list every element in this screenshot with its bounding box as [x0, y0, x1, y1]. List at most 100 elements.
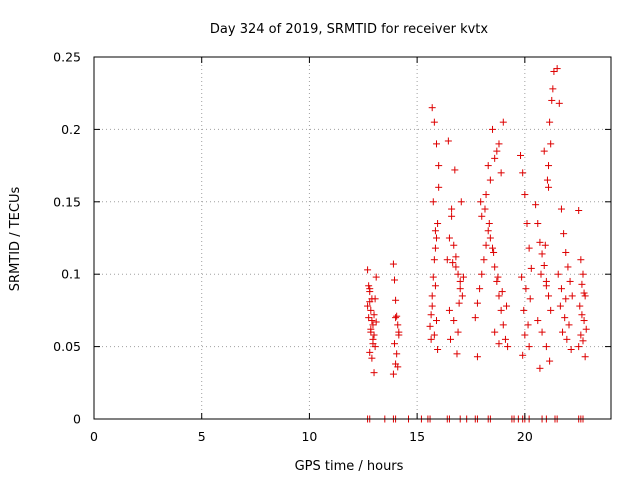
data-point [365, 282, 373, 290]
data-point [473, 353, 481, 361]
data-point [372, 318, 380, 326]
data-point [575, 206, 583, 214]
data-point [567, 345, 575, 353]
data-point [493, 277, 501, 285]
data-point [369, 321, 377, 329]
data-point [444, 137, 452, 145]
data-point [392, 296, 400, 304]
data-point [536, 238, 544, 246]
data-point [478, 270, 486, 278]
data-point [448, 212, 456, 220]
data-point [480, 256, 488, 264]
data-point [430, 118, 438, 126]
chart-title: Day 324 of 2019, SRMTID for receiver kvt… [210, 22, 488, 37]
data-point [477, 198, 485, 206]
data-point [557, 285, 565, 293]
data-point [429, 198, 437, 206]
data-point [434, 345, 442, 353]
y-tick-label: 0.15 [53, 194, 81, 209]
data-point [519, 351, 527, 359]
data-point [457, 198, 465, 206]
data-point [562, 248, 570, 256]
data-point [497, 169, 505, 177]
data-point [443, 256, 451, 264]
data-point [540, 262, 548, 270]
data-point [523, 220, 531, 228]
data-point [549, 85, 557, 93]
data-point [484, 227, 492, 235]
data-point [428, 292, 436, 300]
data-point [550, 67, 558, 75]
data-point [499, 118, 507, 126]
data-point [392, 314, 400, 322]
data-point [455, 299, 463, 307]
data-point [577, 256, 585, 264]
data-point [393, 312, 401, 320]
data-point [575, 343, 583, 351]
data-point [525, 244, 533, 252]
data-point [450, 241, 458, 249]
data-point [517, 151, 525, 159]
data-point [565, 321, 573, 329]
data-point [524, 321, 532, 329]
data-point [491, 154, 499, 162]
data-point [394, 321, 402, 329]
data-point [556, 302, 564, 310]
data-point [520, 306, 528, 314]
y-axis-label: SRMTID / TECUs [8, 187, 23, 292]
data-point [448, 205, 456, 213]
data-point [538, 250, 546, 258]
data-point [393, 350, 401, 358]
data-point [368, 317, 376, 325]
x-tick-label: 0 [90, 429, 98, 444]
data-point [433, 317, 441, 325]
data-point [560, 230, 568, 238]
data-point [370, 311, 378, 319]
data-point [456, 277, 464, 285]
data-point [430, 256, 438, 264]
data-point [431, 244, 439, 252]
data-point [489, 244, 497, 252]
data-point [445, 306, 453, 314]
data-point [366, 285, 374, 293]
data-point [365, 314, 373, 322]
data-point [485, 220, 493, 228]
data-point [459, 273, 467, 281]
data-point [367, 306, 375, 314]
data-point [454, 270, 462, 278]
data-point [454, 328, 462, 336]
data-point [435, 162, 443, 170]
data-point [554, 270, 562, 278]
data-point [521, 191, 529, 199]
data-point [372, 273, 380, 281]
data-point [452, 253, 460, 261]
data-point [498, 288, 506, 296]
x-tick-label: 10 [301, 429, 317, 444]
data-point [391, 340, 399, 348]
data-point [542, 343, 550, 351]
data-point [579, 270, 587, 278]
data-point [366, 298, 374, 306]
data-point [495, 140, 503, 148]
data-point [581, 292, 589, 300]
x-tick-label: 5 [198, 429, 206, 444]
data-point [504, 343, 512, 351]
data-point [482, 241, 490, 249]
x-axis-label: GPS time / hours [295, 459, 404, 474]
y-tick-label: 0.2 [61, 122, 81, 137]
data-point [525, 343, 533, 351]
data-point [526, 295, 534, 303]
x-tick-label: 20 [517, 429, 533, 444]
data-point [555, 99, 563, 107]
data-point [518, 273, 526, 281]
data-point [503, 302, 511, 310]
data-point [368, 354, 376, 362]
data-point [563, 335, 571, 343]
data-point [543, 176, 551, 184]
data-point [395, 328, 403, 336]
data-point [577, 331, 585, 339]
data-point [428, 104, 436, 112]
y-tick-label: 0.25 [53, 50, 81, 65]
data-point [364, 302, 372, 310]
data-point [389, 260, 397, 268]
